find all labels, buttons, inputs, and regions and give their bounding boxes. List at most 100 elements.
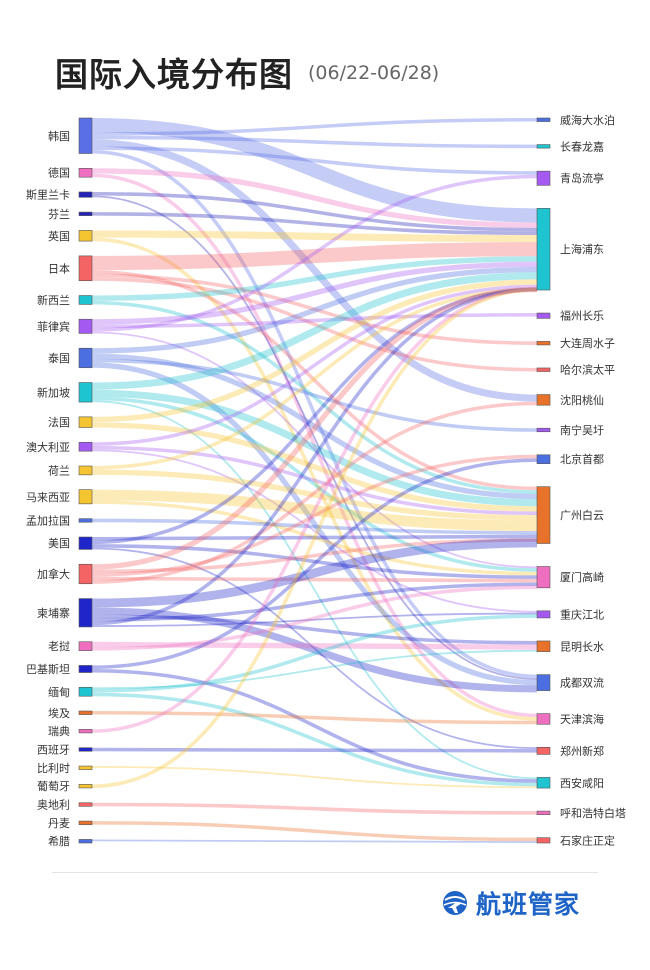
sankey-link-16: [91, 277, 538, 372]
target-node-19[interactable]: [536, 837, 551, 844]
source-node-19[interactable]: [78, 665, 93, 673]
source-label-26: 奥地利: [37, 798, 70, 812]
source-node-26[interactable]: [78, 802, 93, 807]
sankey-link-70: [91, 839, 538, 843]
source-node-8[interactable]: [78, 347, 93, 369]
sankey-link-55: [91, 612, 538, 627]
sankey-link-52: [91, 614, 538, 645]
target-node-12[interactable]: [536, 610, 551, 619]
source-node-22[interactable]: [78, 729, 93, 734]
sankey-link-45: [91, 286, 538, 570]
source-label-1: 德国: [48, 166, 70, 180]
footer-divider: [52, 872, 598, 873]
source-label-9: 新加坡: [37, 385, 70, 399]
target-label-11: 厦门高崎: [560, 570, 604, 584]
source-label-23: 西班牙: [37, 743, 70, 756]
target-node-16[interactable]: [536, 747, 551, 755]
target-node-7[interactable]: [536, 394, 551, 406]
sankey-link-32: [91, 422, 538, 512]
target-label-4: 福州长乐: [560, 309, 604, 323]
brand-name: 航班管家: [476, 890, 581, 919]
source-node-25[interactable]: [78, 784, 93, 789]
sankey-link-17: [91, 256, 538, 301]
sankey-link-11: [91, 230, 538, 243]
source-node-10[interactable]: [78, 416, 93, 428]
sankey-link-41: [91, 534, 538, 541]
target-node-8[interactable]: [536, 427, 551, 433]
sankey-link-4: [91, 146, 538, 175]
sankey-link-54: [91, 287, 538, 626]
target-node-15[interactable]: [536, 713, 551, 725]
source-node-16[interactable]: [78, 563, 93, 585]
source-node-9[interactable]: [78, 382, 93, 403]
source-node-0[interactable]: [78, 117, 93, 154]
sankey-link-6: [91, 168, 538, 228]
sankey-link-47: [91, 454, 538, 577]
source-label-22: 瑞典: [48, 724, 70, 738]
target-node-14[interactable]: [536, 674, 551, 691]
source-node-18[interactable]: [78, 641, 93, 651]
target-node-17[interactable]: [536, 777, 551, 789]
target-node-2[interactable]: [536, 170, 551, 186]
source-label-27: 丹麦: [48, 817, 70, 830]
source-node-20[interactable]: [78, 687, 93, 697]
sankey-chart: 韩国德国斯里兰卡芬兰英国日本新西兰菲律宾泰国新加坡法国澳大利亚荷兰马来西亚孟加拉…: [26, 113, 626, 848]
sankey-link-66: [91, 766, 538, 789]
source-node-1[interactable]: [78, 167, 93, 178]
source-node-7[interactable]: [78, 318, 93, 334]
sankey-link-2: [91, 135, 538, 149]
source-label-25: 葡萄牙: [37, 780, 70, 793]
source-node-11[interactable]: [78, 442, 93, 452]
source-node-14[interactable]: [78, 518, 93, 523]
sankey-link-49: [91, 401, 538, 584]
source-node-6[interactable]: [78, 295, 93, 305]
sankey-link-31: [91, 279, 538, 423]
target-label-9: 北京首都: [560, 452, 604, 466]
sankey-link-28: [91, 389, 538, 507]
target-node-18[interactable]: [536, 810, 551, 815]
source-node-27[interactable]: [78, 820, 93, 825]
source-node-12[interactable]: [78, 465, 93, 476]
sankey-link-60: [91, 649, 538, 690]
source-node-15[interactable]: [78, 536, 93, 550]
sankey-link-1: [91, 118, 538, 136]
sankey-link-53: [91, 582, 538, 622]
sankey-link-46: [91, 538, 538, 574]
source-node-5[interactable]: [78, 255, 93, 282]
source-node-3[interactable]: [78, 211, 93, 216]
target-label-18: 呼和浩特白塔: [560, 806, 626, 820]
sankey-link-64: [91, 287, 538, 733]
sankey-link-9: [91, 195, 538, 680]
source-node-2[interactable]: [78, 191, 93, 198]
target-node-11[interactable]: [536, 566, 551, 589]
target-node-1[interactable]: [536, 144, 551, 149]
target-label-1: 长春龙嘉: [560, 139, 604, 153]
source-node-21[interactable]: [78, 710, 93, 715]
sankey-link-69: [91, 821, 538, 842]
source-label-0: 韩国: [48, 129, 70, 143]
target-node-3[interactable]: [536, 208, 551, 291]
target-node-10[interactable]: [536, 486, 551, 544]
source-node-13[interactable]: [78, 489, 93, 505]
target-node-4[interactable]: [536, 312, 551, 319]
target-node-0[interactable]: [536, 117, 551, 122]
source-node-4[interactable]: [78, 230, 93, 242]
source-node-23[interactable]: [78, 747, 93, 752]
sankey-link-39: [91, 500, 538, 576]
sankey-link-57: [91, 585, 538, 651]
target-node-9[interactable]: [536, 454, 551, 464]
target-node-6[interactable]: [536, 367, 551, 372]
source-node-17[interactable]: [78, 598, 93, 628]
sankey-link-56: [91, 641, 538, 650]
target-node-5[interactable]: [536, 341, 551, 346]
sankey-link-30: [91, 400, 538, 780]
source-label-2: 斯里兰卡: [26, 189, 70, 202]
target-node-13[interactable]: [536, 640, 551, 652]
sankey-link-19: [91, 261, 538, 325]
source-node-24[interactable]: [78, 765, 93, 770]
sankey-link-14: [91, 270, 538, 491]
source-label-12: 荷兰: [48, 464, 70, 477]
source-node-28[interactable]: [78, 839, 93, 844]
target-label-5: 大连周水子: [560, 336, 615, 350]
sankey-link-51: [91, 607, 538, 693]
